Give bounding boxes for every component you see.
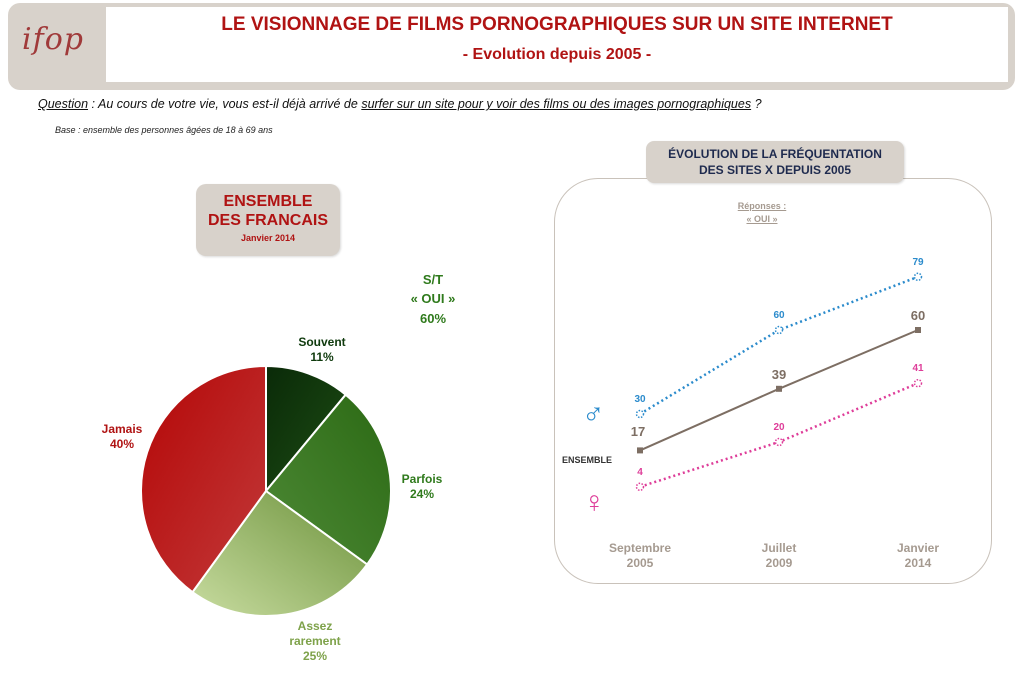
x-tick-2005-line2: 2005 [626, 556, 654, 570]
evolution-box-line1: ÉVOLUTION DE LA FRÉQUENTATION [668, 147, 882, 161]
point-male-1 [774, 325, 784, 335]
base-note: Base : ensemble des personnes âgées de 1… [55, 125, 273, 135]
ensemble-series-label: ENSEMBLE [562, 455, 613, 465]
x-tick-2005-line1: Septembre [608, 541, 672, 555]
slice-label-assez-rarement: Assez rarement 25% [270, 619, 360, 664]
question-part-a: : Au cours de votre vie, vous est-il déj… [88, 97, 362, 111]
subtotal-line1: S/T [422, 272, 444, 287]
slice-value-parfois: 24% [409, 487, 435, 501]
ensemble-box-line1: ENSEMBLE [223, 193, 313, 210]
x-tick-2009-line1: Juillet [761, 541, 797, 555]
line-chart [635, 272, 923, 492]
series-line-female [639, 382, 919, 488]
subtotal-line2: « OUI » [410, 291, 456, 306]
value-label-male-1: 60 [773, 310, 785, 321]
value-label-ensemble-2: 60 [910, 308, 926, 323]
point-ensemble-0 [637, 447, 643, 454]
point-female-1 [774, 437, 784, 447]
ensemble-box: ENSEMBLE DES FRANCAIS Janvier 2014 [196, 184, 340, 256]
x-tick-label-2005: Septembre 2005 [595, 541, 685, 571]
pie-slice-jamais [140, 364, 267, 594]
responses-line1: Réponses : [737, 201, 787, 211]
value-label-ensemble-1: 39 [771, 366, 787, 382]
question-text: Question : Au cours de votre vie, vous e… [38, 97, 1008, 111]
slice-name-assez-rarement: Assez rarement [289, 619, 341, 648]
ensemble-box-line2: DES FRANCAIS [207, 212, 328, 229]
responses-label: Réponses : « OUI » [720, 200, 804, 226]
slice-value-jamais: 40% [109, 437, 135, 451]
value-label-female-1: 20 [773, 422, 785, 433]
x-tick-2014-line2: 2014 [904, 556, 932, 570]
question-part-b: surfer sur un site pour y voir des films… [361, 97, 752, 111]
header-panel [106, 7, 1008, 82]
point-ensemble-1 [776, 385, 782, 392]
x-tick-label-2014: Janvier 2014 [873, 541, 963, 571]
x-tick-2014-line1: Janvier [896, 541, 940, 555]
x-tick-label-2009: Juillet 2009 [734, 541, 824, 571]
point-female-0 [635, 482, 645, 492]
evolution-box: ÉVOLUTION DE LA FRÉQUENTATION DES SITES … [646, 141, 904, 183]
value-label-female-2: 41 [912, 363, 924, 375]
value-label-male-0: 30 [634, 394, 646, 405]
point-female-2 [913, 378, 923, 388]
point-male-2 [913, 272, 923, 282]
slice-name-parfois: Parfois [401, 472, 443, 486]
slice-value-souvent: 11% [310, 350, 334, 364]
pie-chart [140, 364, 392, 617]
series-line-male [639, 275, 919, 416]
subtotal-value: 60% [419, 311, 447, 326]
x-tick-2009-line2: 2009 [765, 556, 793, 570]
pie-slice-souvent [265, 364, 348, 494]
value-label-female-0: 4 [637, 466, 643, 478]
ensemble-box-date: Janvier 2014 [240, 233, 296, 243]
slice-name-souvent: Souvent [298, 335, 346, 349]
question-label: Question [38, 97, 89, 111]
ifop-logo: ifop [22, 22, 84, 57]
slice-label-souvent: Souvent 11% [280, 335, 364, 365]
slice-name-jamais: Jamais [101, 422, 143, 436]
value-label-ensemble-0: 17 [630, 424, 646, 440]
pie-slice-parfois [264, 393, 392, 566]
responses-line2: « OUI » [746, 214, 778, 224]
slice-label-jamais: Jamais 40% [92, 422, 152, 452]
subtotal-label: S/T « OUI » [388, 270, 478, 308]
slice-label-parfois: Parfois 24% [382, 472, 462, 502]
page-title: LE VISIONNAGE DE FILMS PORNOGRAPHIQUES S… [221, 14, 893, 35]
point-male-0 [635, 409, 645, 419]
page-subtitle: - Evolution depuis 2005 - [462, 46, 652, 63]
value-label-male-2: 79 [912, 256, 924, 268]
male-symbol-icon: ♂ [582, 397, 605, 430]
slice-value-assez-rarement: 25% [302, 649, 328, 663]
evolution-box-line2: DES SITES X DEPUIS 2005 [698, 163, 852, 177]
question-part-c: ? [751, 97, 762, 111]
pie-slice-assez-rarement [191, 489, 369, 617]
female-symbol-icon: ♀ [583, 486, 606, 519]
point-ensemble-2 [915, 327, 921, 333]
